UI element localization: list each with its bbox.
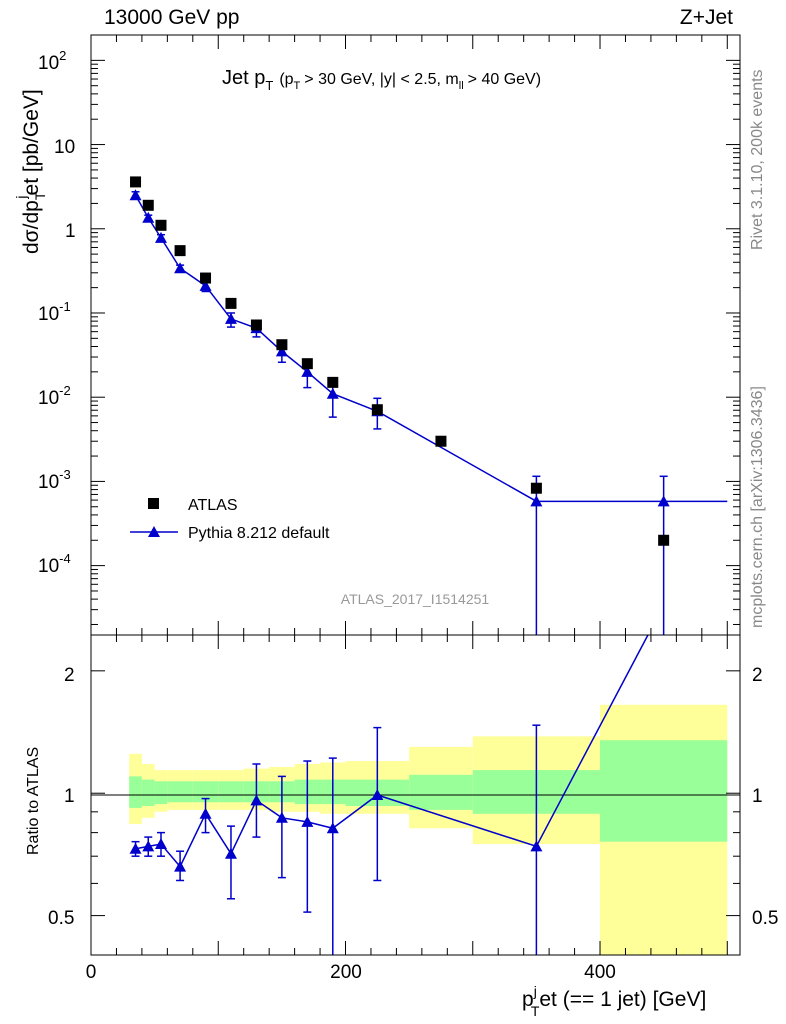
ratio-mc-point [142, 840, 155, 852]
ratio-panel: 2 1 0.5 2 1 0.5 Ratio to ATLAS 0 200 400… [25, 634, 778, 1019]
main-mc-point [301, 365, 314, 377]
xtick-0: 0 [86, 962, 97, 983]
legend-data-label: ATLAS [188, 497, 238, 514]
main-data-point [435, 435, 447, 447]
main-frame [90, 34, 741, 636]
main-data-point [276, 339, 288, 351]
ratio-mc-point [275, 811, 288, 823]
main-mc-point [657, 495, 670, 507]
main-mc-line [134, 194, 728, 503]
ratio-mc-point [199, 807, 212, 819]
main-data-point [327, 376, 339, 388]
ratio-ytick-2-right: 2 [752, 665, 763, 686]
ratio-inner-band [600, 740, 728, 842]
ratio-mc-point [174, 860, 187, 872]
main-mc-point [530, 495, 543, 507]
ratio-ytick-1-right: 1 [752, 786, 763, 807]
main-data-point [530, 482, 542, 494]
ratio-bands [129, 704, 728, 955]
ratio-inner-band [167, 781, 193, 803]
ytick-1e1: 10 [54, 137, 75, 158]
legend-mc-marker [148, 526, 160, 537]
ratio-inner-band [129, 776, 142, 808]
ratio-ytick-05-right: 0.5 [752, 908, 778, 929]
main-data-point [658, 534, 670, 546]
ytick-1e2: 102 [38, 48, 66, 74]
ytick-1e0: 1 [65, 221, 76, 242]
mcplots-label: mcplots.cern.ch [arXiv:1306.3436] [749, 386, 766, 628]
xtick-200: 200 [330, 962, 362, 983]
main-panel: 102 10 1 10-1 10-2 10-3 10-4 Jet pT (pT > … [13, 34, 741, 636]
main-data-point [301, 358, 313, 370]
ratio-mc-group [129, 635, 649, 955]
main-mc-series [129, 189, 728, 635]
legend-mc-label: Pythia 8.212 default [188, 525, 330, 542]
ratio-inner-band [409, 774, 473, 810]
ytick-1e-3: 10-3 [38, 467, 71, 493]
xlabel: pj Tet (== 1 jet) [GeV] [522, 983, 706, 1019]
main-data-point [130, 176, 142, 188]
main-mc-point [199, 279, 212, 291]
main-mc-point [154, 231, 167, 243]
main-mc-point [129, 189, 142, 201]
main-data-point [250, 319, 262, 331]
ratio-ytick-1: 1 [64, 786, 75, 807]
analysis-label: ATLAS_2017_I1514251 [341, 591, 490, 607]
ratio-inner-band [154, 781, 168, 805]
ratio-mc-point [129, 842, 142, 854]
main-data-series [130, 176, 670, 546]
ytick-1e-1: 10-1 [38, 299, 71, 325]
ratio-mc-point [301, 815, 314, 827]
legend: ATLAS Pythia 8.212 default [130, 497, 330, 542]
xtick-400: 400 [584, 962, 616, 983]
ratio-mc-point [224, 847, 237, 859]
main-mc-point [224, 312, 237, 324]
ratio-mc-point [371, 788, 384, 800]
ratio-mc-point [154, 838, 167, 850]
ratio-ytick-2: 2 [64, 665, 75, 686]
ratio-mc-point [530, 840, 543, 852]
ratio-ylabel: Ratio to ATLAS [25, 747, 42, 855]
ratio-ticks [90, 635, 740, 955]
main-mc-point [326, 387, 339, 399]
ratio-frame [90, 634, 741, 956]
ytick-1e-4: 10-4 [38, 551, 71, 577]
main-data-point [200, 272, 212, 284]
main-ticks [90, 34, 740, 635]
main-data-point [155, 219, 167, 231]
main-data-point [174, 245, 186, 257]
main-mc-point [275, 345, 288, 357]
main-data-point [371, 404, 383, 416]
main-mc-point [174, 262, 187, 274]
main-mc-point [142, 211, 155, 223]
main-ylabel: dσ/dpTjet [pb/GeV] [13, 89, 48, 254]
header-right-label: Z+Jet [680, 6, 733, 29]
main-data-point [142, 199, 154, 211]
main-ytick-labels: 102 10 1 10-1 10-2 10-3 10-4 [38, 48, 76, 577]
main-data-point [225, 297, 237, 309]
plot-title: Jet pT (pT > 30 GeV, |y| < 2.5, mll > 40 Ge… [222, 67, 541, 93]
ratio-inner-band [218, 781, 244, 803]
ratio-mc-point [250, 794, 263, 806]
rivet-version-label: Rivet 3.1.10, 200k events [749, 69, 766, 250]
legend-data-marker [148, 498, 159, 509]
ytick-1e-2: 10-2 [38, 383, 71, 409]
ratio-inner-band [192, 781, 219, 803]
ratio-mc-point [326, 822, 339, 834]
ratio-ytick-05: 0.5 [48, 908, 74, 929]
ratio-mc-series [129, 635, 649, 955]
header-left-label: 13000 GeV pp [104, 6, 239, 29]
ratio-inner-band [141, 779, 155, 807]
